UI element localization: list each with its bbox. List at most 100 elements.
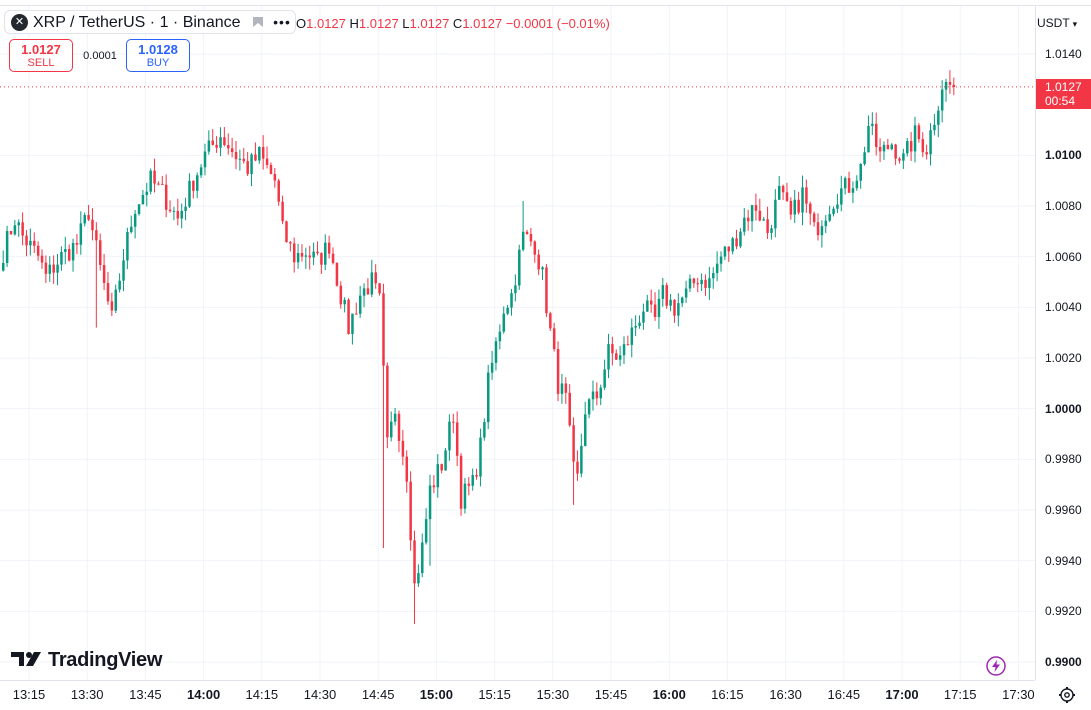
currency-select[interactable]: USDT ▾ xyxy=(1037,12,1087,34)
candle-body xyxy=(304,255,308,257)
candle xyxy=(560,373,564,404)
buy-button[interactable]: 1.0128 BUY xyxy=(126,39,190,72)
close-value: 1.0127 xyxy=(462,16,503,31)
candle-body xyxy=(343,299,346,305)
candle-body xyxy=(758,210,762,221)
candle xyxy=(851,181,855,204)
candle-body xyxy=(715,263,719,274)
candle xyxy=(545,263,548,318)
candle xyxy=(762,216,765,221)
candle xyxy=(331,247,335,265)
candle-body xyxy=(863,152,866,165)
candle-body xyxy=(525,231,529,235)
candle xyxy=(417,564,420,587)
candle-body xyxy=(618,355,622,360)
candle xyxy=(157,181,160,186)
candle xyxy=(878,138,882,163)
symbol-title[interactable]: XRP / TetherUS · 1 · Binance xyxy=(33,14,241,31)
candle-body xyxy=(929,130,932,155)
candle xyxy=(708,266,711,300)
candle-body xyxy=(537,254,540,270)
candle xyxy=(630,318,634,358)
candle xyxy=(487,364,490,430)
candle xyxy=(715,251,719,282)
candle xyxy=(211,129,215,146)
candle xyxy=(944,78,948,102)
candle-body xyxy=(5,231,9,263)
candle-body xyxy=(370,272,374,295)
lightning-icon[interactable] xyxy=(986,656,1006,676)
candle-body xyxy=(261,147,265,159)
candle xyxy=(937,105,940,138)
time-tick-label: 14:30 xyxy=(303,687,337,702)
candle xyxy=(343,297,346,313)
price-tick-label: 1.0020 xyxy=(1045,351,1082,365)
candle-body xyxy=(746,217,750,222)
candle-body xyxy=(87,215,90,220)
bar-countdown: 00:54 xyxy=(1045,94,1076,108)
candle xyxy=(401,429,405,466)
time-tick-label: 15:30 xyxy=(536,687,570,702)
candle-body xyxy=(378,283,381,294)
price-tick-label: 1.0060 xyxy=(1045,249,1082,264)
candle-body xyxy=(762,219,765,221)
price-tick-label: 0.9940 xyxy=(1045,553,1082,568)
candle xyxy=(778,175,781,200)
sell-button[interactable]: 1.0127 SELL xyxy=(9,39,73,72)
candle-body xyxy=(413,540,416,584)
candle xyxy=(809,201,812,225)
candle-body xyxy=(347,299,350,334)
candle-body xyxy=(161,183,164,185)
candle xyxy=(948,70,952,94)
candle-body xyxy=(568,392,571,426)
candle-body xyxy=(196,175,199,191)
candle-body xyxy=(580,445,583,474)
candle xyxy=(9,230,13,235)
chart-pane[interactable] xyxy=(0,0,1035,680)
time-tick-label: 13:15 xyxy=(12,687,46,702)
candle xyxy=(471,468,474,491)
time-tick-label: 16:00 xyxy=(652,687,686,702)
candle-body xyxy=(871,123,874,126)
candle-body xyxy=(230,148,234,153)
candle xyxy=(153,158,156,193)
candle-body xyxy=(506,307,509,314)
candle xyxy=(106,271,110,305)
candle xyxy=(300,244,304,262)
candle xyxy=(917,123,921,143)
top-border xyxy=(0,0,1091,6)
candle-body xyxy=(421,542,424,574)
candle xyxy=(258,146,261,164)
candle xyxy=(746,209,750,231)
time-axis[interactable] xyxy=(0,680,1035,710)
price-tick-label: 1.0140 xyxy=(1045,47,1082,61)
candle xyxy=(304,247,308,269)
candle-body xyxy=(355,313,358,315)
candle-body xyxy=(409,481,412,541)
gear-icon[interactable] xyxy=(1058,686,1076,704)
price-axis[interactable] xyxy=(1035,6,1091,680)
candle xyxy=(347,298,350,335)
candle-body xyxy=(591,391,595,400)
candle xyxy=(657,289,661,329)
candle xyxy=(99,233,102,271)
symbol-legend[interactable]: ✕ XRP / TetherUS · 1 · Binance ••• xyxy=(4,10,296,34)
candle xyxy=(145,182,149,207)
time-tick-label: 14:15 xyxy=(245,687,279,702)
candle xyxy=(48,256,52,282)
candle xyxy=(207,130,211,155)
more-options-icon[interactable]: ••• xyxy=(273,14,291,30)
candle-body xyxy=(436,464,440,488)
candle-body xyxy=(265,158,269,165)
candle-body xyxy=(254,154,257,161)
candle xyxy=(44,255,48,283)
candle xyxy=(246,152,249,177)
candle xyxy=(448,414,451,461)
candle xyxy=(622,336,626,364)
flag-icon[interactable] xyxy=(252,16,264,28)
candle xyxy=(362,283,366,308)
candle xyxy=(669,294,672,312)
tradingview-logo[interactable]: TradingView xyxy=(11,648,181,672)
candle-body xyxy=(774,199,777,229)
candle-body xyxy=(560,383,564,394)
